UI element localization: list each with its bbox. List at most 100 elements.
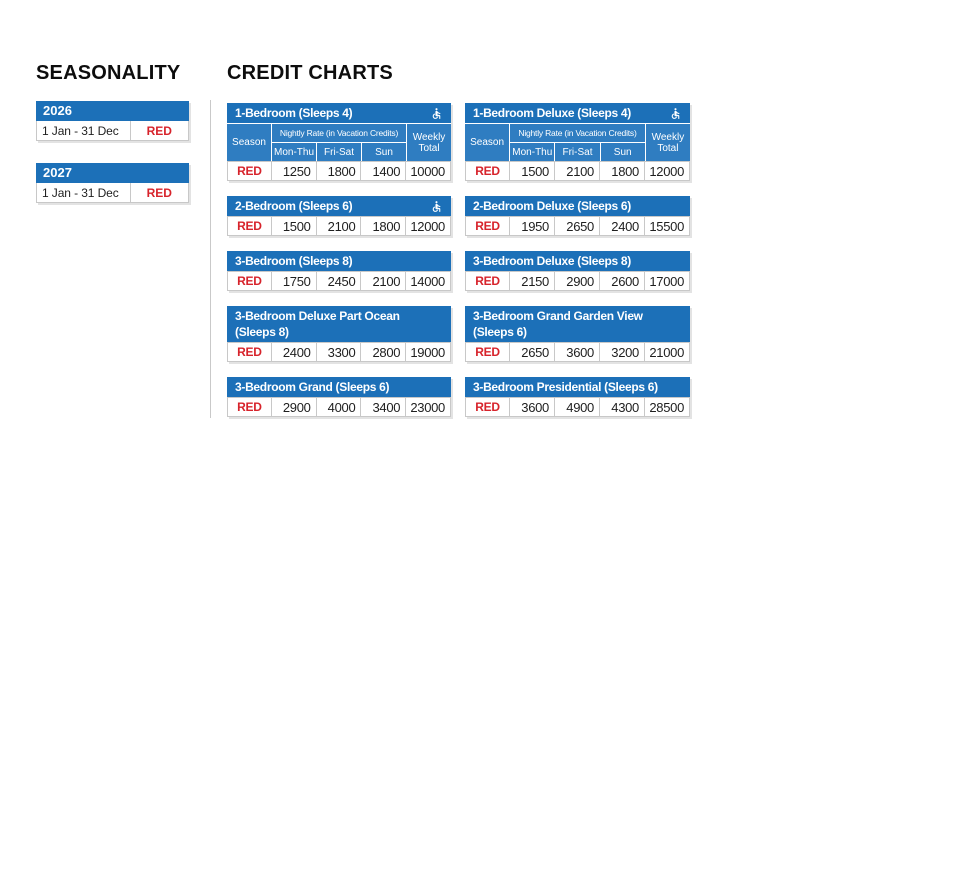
season-value: RED [227,271,272,291]
chart-data-row: RED 1250 1800 1400 10000 [227,161,451,181]
season-value: RED [227,216,272,236]
mon-thu-value: 1250 [271,161,317,181]
mon-thu-value: 2400 [271,342,317,362]
weekly-total-value: 23000 [406,397,451,417]
credit-chart-table: 3-Bedroom Deluxe Part Ocean (Sleeps 8) R… [227,306,451,362]
chart-header: Season Nightly Rate (in Vacation Credits… [227,124,451,161]
season-badge: RED [146,185,172,200]
wheelchair-accessible-icon [430,200,443,213]
mon-thu-value: 2150 [510,271,555,291]
room-type-title: 3-Bedroom Grand Garden View (Sleeps 6) [473,309,643,339]
chart-title-bar: 3-Bedroom Presidential (Sleeps 6) [465,377,690,397]
fri-sat-header: Fri-Sat [317,143,361,161]
sun-value: 1800 [361,216,407,236]
sun-value: 1800 [600,161,645,181]
season-value: RED [465,397,510,417]
credit-chart-table: 2-Bedroom (Sleeps 6) RED 1500 2100 1800 … [227,196,451,236]
nightly-rate-header: Nightly Rate (in Vacation Credits) [272,124,406,142]
wheelchair-accessible-icon [430,107,443,120]
sun-value: 4300 [600,397,645,417]
seasonality-heading: SEASONALITY [36,62,181,84]
credit-charts-section: CREDIT CHARTS 1-Bedroom (Sleeps 4) Seaso… [227,61,692,417]
chart-data-row: RED 3600 4900 4300 28500 [465,397,690,417]
chart-data-row: RED 2900 4000 3400 23000 [227,397,451,417]
weekly-total-value: 12000 [406,216,451,236]
season-value: RED [227,161,272,181]
fri-sat-header: Fri-Sat [555,143,600,161]
fri-sat-value: 2900 [555,271,600,291]
fri-sat-value: 2650 [555,216,600,236]
credit-chart-table: 1-Bedroom Deluxe (Sleeps 4) Season Night… [465,103,690,181]
season-value: RED [465,271,510,291]
room-type-title: 3-Bedroom Grand (Sleeps 6) [235,380,390,394]
weekly-total-value: 14000 [406,271,451,291]
season-column-header: Season [227,124,271,161]
seasonality-section: SEASONALITY 2026 1 Jan - 31 Dec RED 2027… [36,61,189,225]
chart-data-row: RED 2150 2900 2600 17000 [465,271,690,291]
sun-value: 3200 [600,342,645,362]
seasonality-year-header: 2027 [36,163,189,183]
mon-thu-value: 1500 [271,216,317,236]
sun-value: 1400 [361,161,407,181]
credit-chart-table: 1-Bedroom (Sleeps 4) Season Nightly Rate… [227,103,451,181]
mon-thu-value: 2650 [510,342,555,362]
credit-chart-table: 3-Bedroom Grand Garden View (Sleeps 6) R… [465,306,690,362]
mon-thu-header: Mon-Thu [272,143,316,161]
seasonality-year-header: 2026 [36,101,189,121]
mon-thu-value: 2900 [271,397,317,417]
sun-value: 2400 [600,216,645,236]
room-type-title: 1-Bedroom Deluxe (Sleeps 4) [473,106,631,120]
season-column-header: Season [465,124,510,161]
weekly-total-value: 17000 [645,271,690,291]
room-type-title: 3-Bedroom Deluxe Part Ocean (Sleeps 8) [235,309,400,339]
seasonality-table: 2027 1 Jan - 31 Dec RED [36,163,189,203]
season-value: RED [465,216,510,236]
season-badge: RED [146,123,172,138]
fri-sat-value: 3600 [555,342,600,362]
credit-chart-table: 2-Bedroom Deluxe (Sleeps 6) RED 1950 265… [465,196,690,236]
fri-sat-value: 4000 [316,397,362,417]
weekly-total-value: 21000 [645,342,690,362]
seasonality-row: 1 Jan - 31 Dec RED [36,183,189,203]
season-value: RED [227,397,272,417]
credit-chart-table: 3-Bedroom Deluxe (Sleeps 8) RED 2150 290… [465,251,690,291]
season-value: RED [465,161,510,181]
weekly-total-value: 15500 [645,216,690,236]
year-label: 2026 [43,103,72,118]
chart-data-row: RED 1750 2450 2100 14000 [227,271,451,291]
chart-title-bar: 2-Bedroom Deluxe (Sleeps 6) [465,196,690,216]
sun-value: 2600 [600,271,645,291]
wheelchair-accessible-icon [669,107,682,120]
seasonality-tables: 2026 1 Jan - 31 Dec RED 2027 1 Jan - 31 … [36,101,189,203]
credit-charts-heading: CREDIT CHARTS [227,62,393,84]
fri-sat-value: 3300 [316,342,362,362]
mon-thu-value: 1750 [271,271,317,291]
room-type-title: 3-Bedroom (Sleeps 8) [235,254,353,268]
fri-sat-value: 4900 [555,397,600,417]
sun-header: Sun [600,143,645,161]
chart-title-bar: 1-Bedroom Deluxe (Sleeps 4) [465,103,690,123]
weekly-total-value: 19000 [406,342,451,362]
chart-data-row: RED 1500 2100 1800 12000 [465,161,690,181]
credit-chart-table: 3-Bedroom Presidential (Sleeps 6) RED 36… [465,377,690,417]
mon-thu-header: Mon-Thu [510,143,555,161]
fri-sat-value: 2450 [316,271,362,291]
chart-title-bar: 2-Bedroom (Sleeps 6) [227,196,451,216]
chart-title-bar: 3-Bedroom Deluxe (Sleeps 8) [465,251,690,271]
credit-charts-grid: 1-Bedroom (Sleeps 4) Season Nightly Rate… [227,103,692,417]
weekly-total-header: Weekly Total [645,124,690,161]
chart-data-row: RED 2650 3600 3200 21000 [465,342,690,362]
seasonality-row: 1 Jan - 31 Dec RED [36,121,189,141]
weekly-total-value: 10000 [406,161,451,181]
credit-chart-table: 3-Bedroom Grand (Sleeps 6) RED 2900 4000… [227,377,451,417]
chart-title-bar: 3-Bedroom Grand (Sleeps 6) [227,377,451,397]
chart-title-bar: 3-Bedroom Deluxe Part Ocean (Sleeps 8) [227,306,451,342]
mon-thu-value: 3600 [510,397,555,417]
nightly-rate-header: Nightly Rate (in Vacation Credits) [510,124,645,142]
room-type-title: 3-Bedroom Deluxe (Sleeps 8) [473,254,631,268]
season-value: RED [465,342,510,362]
sun-header: Sun [362,143,406,161]
weekly-total-value: 28500 [645,397,690,417]
section-divider [210,100,211,418]
